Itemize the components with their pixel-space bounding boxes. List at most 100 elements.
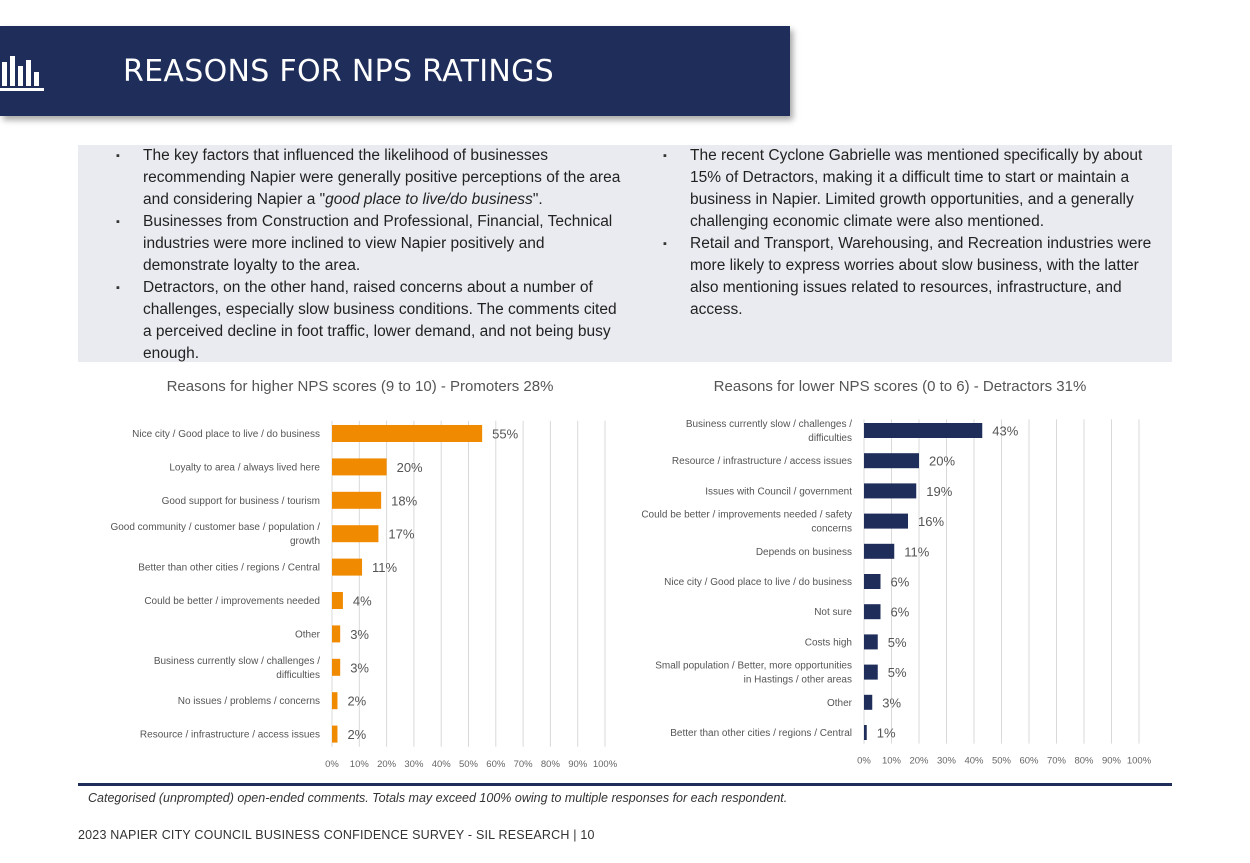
data-label: 5% — [888, 635, 907, 650]
x-tick-label: 90% — [568, 759, 588, 770]
x-tick-label: 10% — [882, 756, 902, 767]
data-label: 18% — [391, 493, 417, 508]
category-label: Business currently slow / challenges / di… — [686, 419, 852, 444]
summary-right-list: The recent Cyclone Gabrielle was mention… — [663, 145, 1160, 321]
x-tick-label: 10% — [350, 759, 370, 770]
bar — [332, 425, 483, 442]
summary-bullet: The key factors that influenced the like… — [116, 145, 623, 211]
category-label: Loyalty to area / always lived here — [169, 462, 320, 473]
category-label: Resource / infrastructure / access issue… — [140, 730, 320, 741]
bar — [332, 692, 338, 710]
title-bar: REASONS FOR NPS RATINGS — [0, 26, 790, 116]
category-label: Resource / infrastructure / access issue… — [672, 456, 852, 467]
page-footer: 2023 NAPIER CITY COUNCIL BUSINESS CONFID… — [78, 828, 595, 842]
summary-bullet: The recent Cyclone Gabrielle was mention… — [663, 145, 1160, 233]
x-tick-label: 100% — [1127, 756, 1152, 767]
bar — [864, 664, 878, 680]
chart-title: Reasons for lower NPS scores (0 to 6) - … — [713, 378, 1087, 395]
promoters-chart: Reasons for higher NPS scores (9 to 10) … — [80, 372, 640, 777]
data-label: 2% — [347, 727, 366, 742]
bar — [332, 625, 341, 643]
promoters-chart-svg: Nice city / Good place to live / do busi… — [110, 420, 618, 770]
page-title: REASONS FOR NPS RATINGS — [123, 54, 554, 89]
bar — [864, 694, 873, 710]
x-tick-label: 90% — [1102, 756, 1122, 767]
category-label: Good support for business / tourism — [162, 496, 320, 507]
x-tick-label: 40% — [432, 759, 452, 770]
x-tick-label: 0% — [325, 759, 339, 770]
data-label: 3% — [350, 660, 369, 675]
bar — [864, 423, 983, 438]
x-tick-label: 70% — [514, 759, 534, 770]
data-label: 6% — [891, 605, 910, 620]
bar — [864, 513, 908, 529]
summary-bullet: Detractors, on the other hand, raised co… — [116, 277, 623, 365]
data-label: 11% — [372, 560, 397, 575]
summary-bullet: Businesses from Construction and Profess… — [116, 211, 623, 277]
bar — [864, 604, 881, 620]
category-label: Depends on business — [756, 547, 852, 558]
data-label: 2% — [347, 694, 366, 709]
category-label: Nice city / Good place to live / do busi… — [664, 577, 852, 588]
x-tick-label: 50% — [459, 759, 479, 770]
x-tick-label: 50% — [992, 756, 1012, 767]
category-label: Better than other cities / regions / Cen… — [138, 563, 320, 574]
category-label: Could be better / improvements needed / … — [641, 510, 852, 535]
data-label: 20% — [929, 454, 955, 469]
x-tick-label: 70% — [1047, 756, 1067, 767]
x-tick-label: 30% — [404, 759, 424, 770]
x-tick-label: 100% — [593, 759, 618, 770]
data-label: 3% — [350, 627, 369, 642]
category-label: Nice city / Good place to live / do busi… — [132, 429, 320, 440]
x-tick-label: 0% — [857, 756, 871, 767]
bar — [864, 634, 878, 650]
category-label: Costs high — [805, 637, 852, 648]
category-label: Business currently slow / challenges / di… — [154, 656, 320, 681]
data-label: 4% — [353, 594, 372, 609]
bar — [864, 453, 919, 469]
data-label: 20% — [397, 460, 423, 475]
bar-chart-icon — [0, 56, 44, 91]
bar — [332, 558, 363, 576]
bar — [332, 658, 341, 676]
data-label: 1% — [877, 726, 896, 741]
x-tick-label: 40% — [964, 756, 984, 767]
footnote: Categorised (unprompted) open-ended comm… — [88, 791, 788, 805]
bar — [332, 458, 387, 476]
category-label: Not sure — [814, 607, 852, 618]
bar — [332, 525, 379, 543]
category-label: Better than other cities / regions / Cen… — [670, 728, 852, 739]
bar — [864, 574, 881, 589]
category-label: Other — [295, 629, 321, 640]
category-label: Could be better / improvements needed — [144, 596, 320, 607]
x-tick-label: 20% — [377, 759, 397, 770]
category-label: Small population / Better, more opportun… — [655, 661, 852, 686]
data-label: 3% — [882, 695, 901, 710]
bar — [332, 725, 338, 743]
bar — [864, 725, 867, 740]
summary-bullet: Retail and Transport, Warehousing, and R… — [663, 233, 1160, 321]
x-tick-label: 80% — [1074, 756, 1094, 767]
data-label: 6% — [891, 575, 910, 590]
category-label: Good community / customer base / populat… — [110, 522, 320, 547]
x-tick-label: 20% — [909, 756, 929, 767]
x-tick-label: 60% — [1019, 756, 1039, 767]
summary-box: The key factors that influenced the like… — [78, 145, 1172, 362]
data-label: 17% — [388, 527, 414, 542]
category-label: Other — [827, 698, 853, 709]
bar — [332, 592, 343, 609]
x-tick-label: 30% — [937, 756, 957, 767]
chart-title: Reasons for higher NPS scores (9 to 10) … — [166, 378, 554, 395]
category-label: No issues / problems / concerns — [178, 696, 320, 707]
summary-left-list: The key factors that influenced the like… — [116, 145, 623, 365]
detractors-chart-svg: Business currently slow / challenges / di… — [641, 419, 1152, 767]
divider — [78, 783, 1172, 786]
data-label: 19% — [926, 484, 952, 499]
x-tick-label: 60% — [486, 759, 506, 770]
data-label: 5% — [888, 665, 907, 680]
bar — [332, 491, 382, 509]
data-label: 55% — [492, 427, 518, 442]
data-label: 16% — [918, 514, 944, 529]
detractors-chart: Reasons for lower NPS scores (0 to 6) - … — [620, 372, 1180, 777]
data-label: 11% — [904, 544, 929, 559]
